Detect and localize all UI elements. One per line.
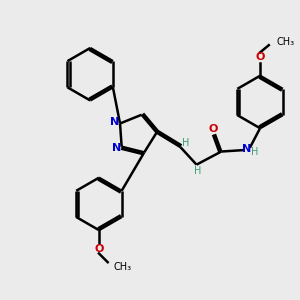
Text: O: O bbox=[255, 52, 265, 62]
Text: N: N bbox=[112, 143, 121, 153]
Text: O: O bbox=[209, 124, 218, 134]
Text: H: H bbox=[194, 166, 202, 176]
Text: CH₃: CH₃ bbox=[276, 37, 294, 47]
Text: H: H bbox=[250, 146, 258, 157]
Text: N: N bbox=[242, 144, 251, 154]
Text: N: N bbox=[110, 117, 119, 127]
Text: CH₃: CH₃ bbox=[113, 262, 132, 272]
Text: H: H bbox=[182, 138, 189, 148]
Text: O: O bbox=[94, 244, 104, 254]
